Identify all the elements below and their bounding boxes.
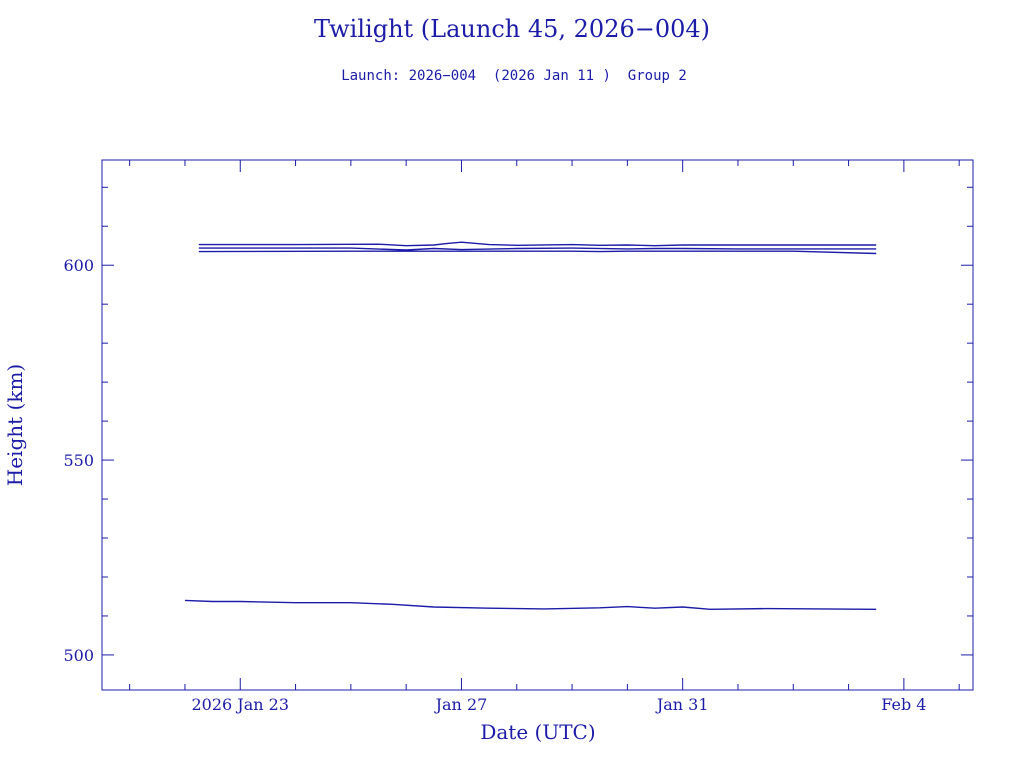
x-tick-label: Jan 31 — [655, 695, 709, 714]
series-layer — [184, 241, 877, 610]
series-line-2 — [198, 241, 877, 247]
y-axis-label: Height (km) — [3, 364, 27, 486]
series-line-1 — [184, 599, 877, 610]
x-tick-label: Jan 27 — [434, 695, 488, 714]
series-line-4 — [198, 250, 877, 255]
y-tick-label: 500 — [63, 646, 94, 665]
series-line-3 — [198, 247, 877, 251]
x-axis-label: Date (UTC) — [480, 720, 595, 744]
y-tick-label: 600 — [63, 256, 94, 275]
chart-subtitle: Launch: 2026−004 (2026 Jan 11 ) Group 2 — [341, 68, 687, 84]
chart-title: Twilight (Launch 45, 2026−004) — [314, 15, 710, 43]
x-tick-label: 2026 Jan 23 — [191, 695, 289, 714]
axis-ticks: 2026 Jan 23 Jan 27 Jan 31 Feb 4 500 550 600 — [63, 160, 973, 714]
x-tick-label: Feb 4 — [881, 695, 926, 714]
y-tick-label: 550 — [63, 451, 94, 470]
plot-frame — [101, 159, 974, 691]
